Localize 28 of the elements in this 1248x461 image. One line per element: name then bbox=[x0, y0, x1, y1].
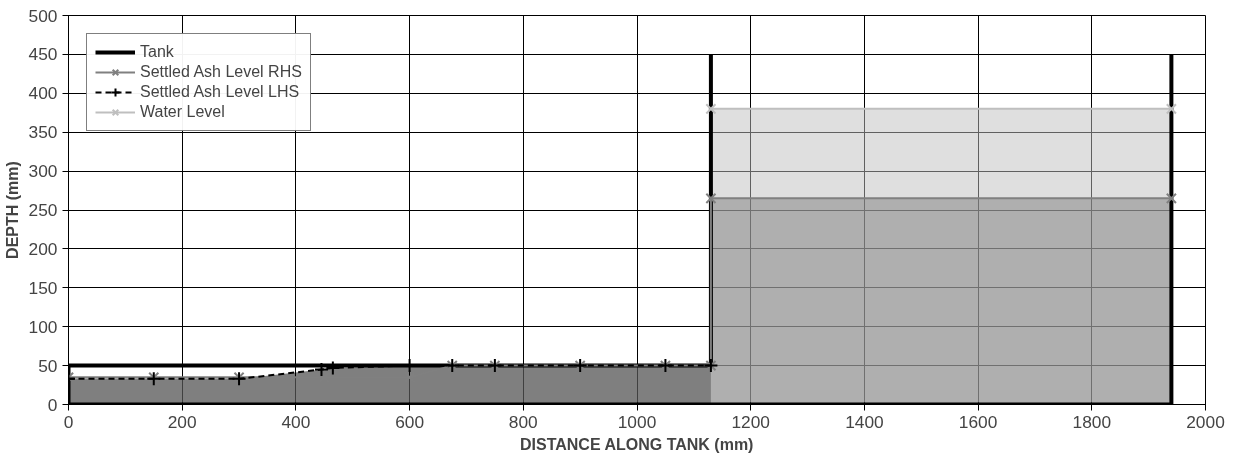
y-tick-label: 200 bbox=[28, 238, 58, 259]
y-tick-label: 250 bbox=[28, 200, 58, 220]
y-tick-label: 300 bbox=[28, 161, 58, 182]
y-tick-label: 350 bbox=[28, 122, 58, 143]
y-tick-label: 100 bbox=[28, 316, 58, 337]
x-tick-label: 2000 bbox=[1186, 411, 1225, 432]
x-tick-label: 1200 bbox=[731, 411, 770, 432]
y-axis-title: DEPTH (mm) bbox=[3, 161, 21, 259]
y-tick-label: 50 bbox=[38, 355, 58, 376]
x-tick-label: 400 bbox=[281, 411, 311, 432]
y-tick-label: 400 bbox=[28, 83, 58, 104]
x-tick-label: 1000 bbox=[617, 411, 657, 432]
legend-label: Tank bbox=[140, 43, 174, 61]
x-tick-label: 200 bbox=[167, 411, 197, 432]
x-tick-label: 600 bbox=[395, 411, 425, 432]
y-tick-label: 450 bbox=[28, 44, 58, 65]
x-tick-label: 800 bbox=[508, 411, 538, 432]
y-tick-label: 0 bbox=[47, 394, 58, 415]
legend-label: Settled Ash Level RHS bbox=[140, 63, 302, 81]
y-tick-label: 500 bbox=[28, 5, 58, 26]
x-tick-label: 1800 bbox=[1072, 411, 1112, 432]
x-axis-title: DISTANCE ALONG TANK (mm) bbox=[519, 435, 754, 453]
y-tick-label: 150 bbox=[28, 277, 58, 298]
x-tick-label: 0 bbox=[63, 411, 74, 432]
legend-label: Water Level bbox=[140, 103, 225, 121]
x-tick-label: 1600 bbox=[958, 411, 998, 432]
legend-label: Settled Ash Level LHS bbox=[140, 83, 300, 101]
x-tick-label: 1400 bbox=[845, 411, 884, 432]
